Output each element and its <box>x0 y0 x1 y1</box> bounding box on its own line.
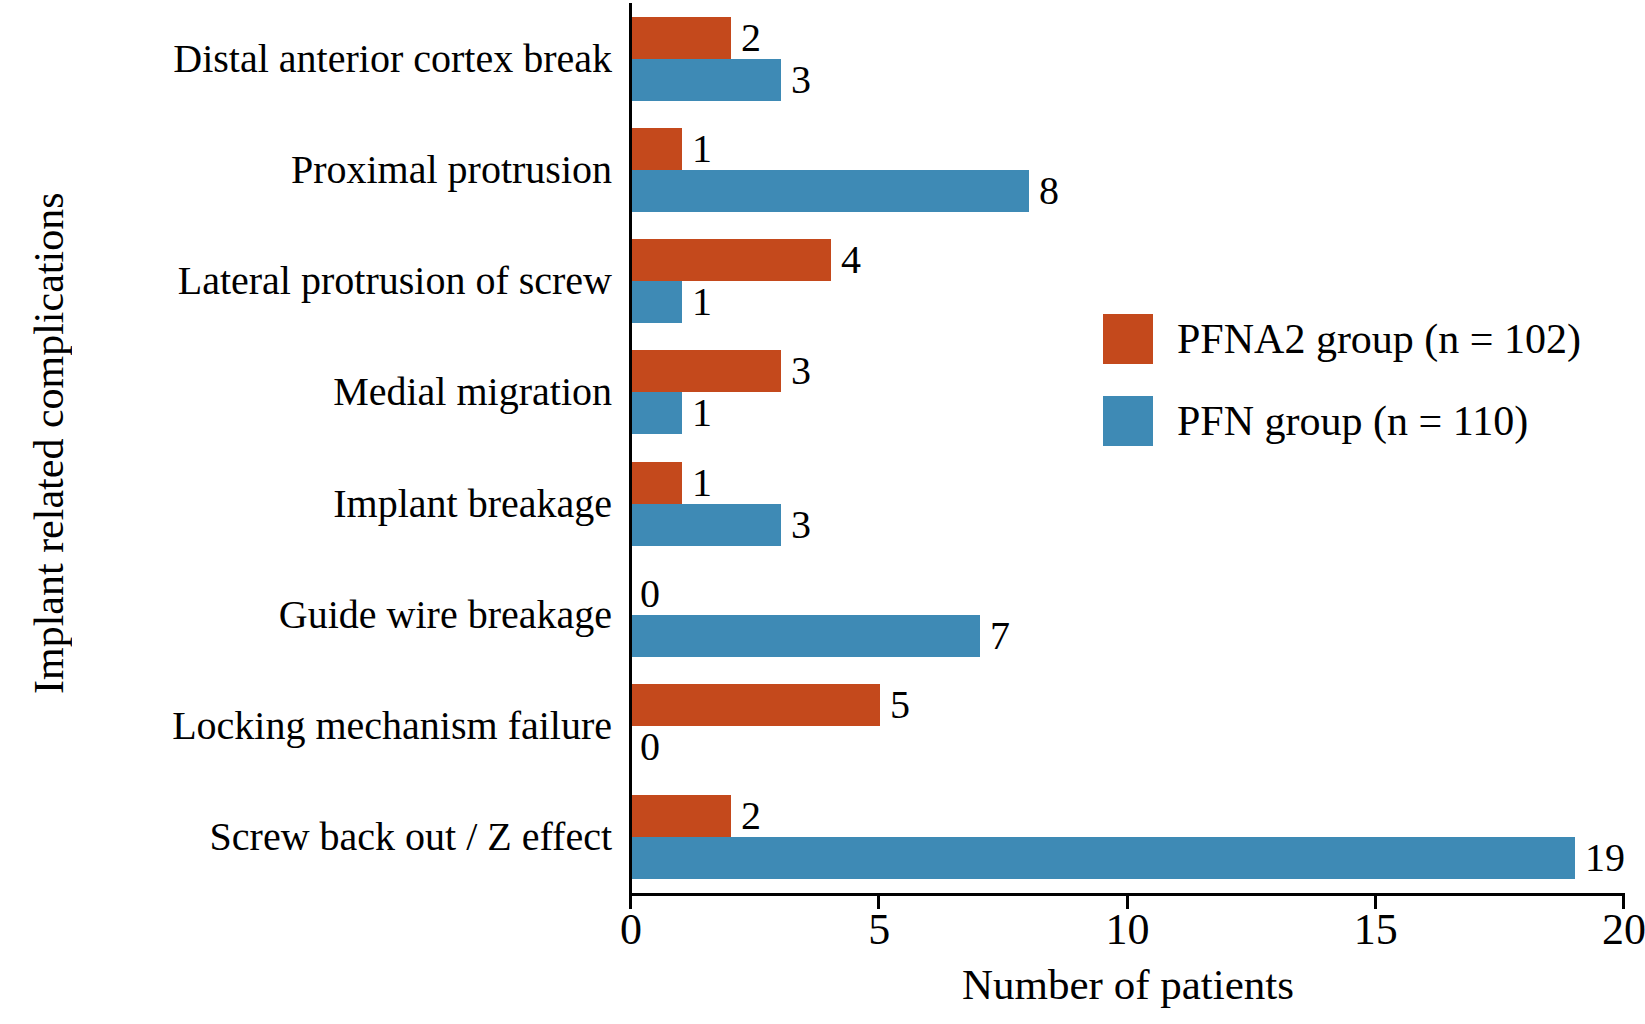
bar-pfna2 <box>632 239 831 281</box>
category-label: Guide wire breakage <box>0 588 612 642</box>
category-label: Implant breakage <box>0 477 612 531</box>
bar-value-label: 0 <box>640 720 660 774</box>
bar-value-label: 2 <box>741 11 761 65</box>
category-label: Distal anterior cortex break <box>0 32 612 86</box>
bar-pfna2 <box>632 462 682 504</box>
x-tick-label: 0 <box>561 906 701 954</box>
bar-pfna2 <box>632 128 682 170</box>
bar-value-label: 5 <box>890 678 910 732</box>
bar-value-label: 4 <box>841 233 861 287</box>
bar-pfn <box>632 170 1029 212</box>
bar-value-label: 1 <box>692 122 712 176</box>
bar-value-label: 1 <box>692 456 712 510</box>
bar-value-label: 3 <box>791 498 811 552</box>
legend-label: PFN group (n = 110) <box>1177 396 1528 446</box>
bar-pfna2 <box>632 684 880 726</box>
x-tick-label: 5 <box>809 906 949 954</box>
category-label: Screw back out / Z effect <box>0 810 612 864</box>
x-axis-label: Number of patients <box>628 960 1628 1010</box>
bar-value-label: 8 <box>1039 164 1059 218</box>
bar-pfn <box>632 392 682 434</box>
bar-value-label: 3 <box>791 344 811 398</box>
category-label: Proximal protrusion <box>0 143 612 197</box>
bar-value-label: 0 <box>640 567 660 621</box>
bar-value-label: 3 <box>791 53 811 107</box>
bar-value-label: 1 <box>692 275 712 329</box>
category-label: Medial migration <box>0 365 612 419</box>
bar-pfna2 <box>632 795 731 837</box>
legend-swatch-pfna2 <box>1103 314 1153 364</box>
x-tick-label: 15 <box>1306 906 1446 954</box>
x-tick-label: 10 <box>1058 906 1198 954</box>
legend-item-pfn: PFN group (n = 110) <box>1103 396 1581 446</box>
x-tick-label: 20 <box>1554 906 1645 954</box>
legend-item-pfna2: PFNA2 group (n = 102) <box>1103 314 1581 364</box>
bar-pfn <box>632 281 682 323</box>
bar-pfn <box>632 59 781 101</box>
bar-pfna2 <box>632 17 731 59</box>
bar-value-label: 1 <box>692 386 712 440</box>
category-label: Lateral protrusion of screw <box>0 254 612 308</box>
bar-pfn <box>632 504 781 546</box>
bar-value-label: 2 <box>741 789 761 843</box>
legend-swatch-pfn <box>1103 396 1153 446</box>
bar-pfn <box>632 615 980 657</box>
bar-value-label: 7 <box>990 609 1010 663</box>
bar-chart-figure: Implant related complications Distal ant… <box>0 0 1645 1024</box>
legend: PFNA2 group (n = 102) PFN group (n = 110) <box>1103 314 1581 478</box>
category-label: Locking mechanism failure <box>0 699 612 753</box>
legend-label: PFNA2 group (n = 102) <box>1177 314 1581 364</box>
bar-pfn <box>632 837 1575 879</box>
bar-value-label: 19 <box>1585 831 1625 885</box>
